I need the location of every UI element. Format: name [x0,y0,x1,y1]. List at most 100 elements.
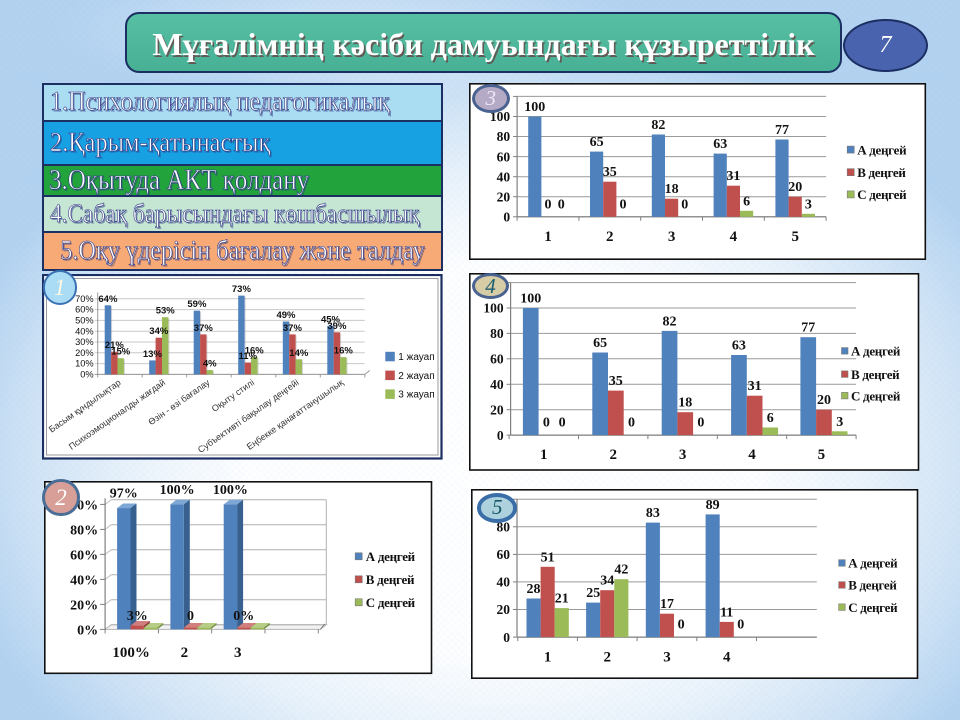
svg-text:60: 60 [497,149,511,164]
svg-text:5: 5 [818,447,826,463]
svg-text:0: 0 [682,197,689,212]
svg-text:65: 65 [593,336,607,351]
svg-text:14%: 14% [289,348,309,359]
svg-text:40%: 40% [70,574,98,589]
svg-text:77: 77 [775,123,789,138]
svg-text:0: 0 [504,210,511,225]
svg-text:4: 4 [730,229,738,245]
svg-text:4: 4 [749,447,757,463]
svg-text:31: 31 [727,169,741,184]
svg-text:0: 0 [503,630,510,645]
svg-text:100: 100 [484,300,505,315]
svg-text:3%: 3% [126,609,147,624]
svg-text:53%: 53% [155,306,175,317]
svg-text:2 жауап: 2 жауап [398,371,434,382]
svg-text:11: 11 [720,606,733,621]
svg-text:А деңгей: А деңгей [365,549,415,564]
svg-text:1 жауап: 1 жауап [398,352,434,363]
svg-text:60%: 60% [70,549,98,564]
svg-text:0: 0 [187,609,194,624]
svg-text:45%: 45% [321,314,341,325]
svg-text:3: 3 [837,415,844,430]
svg-text:37%: 37% [283,323,303,334]
svg-text:82: 82 [663,314,677,329]
svg-text:0: 0 [628,415,635,430]
svg-text:4: 4 [723,650,731,666]
svg-text:35: 35 [609,374,623,389]
svg-text:В деңгей: В деңгей [848,578,897,593]
svg-text:21%: 21% [104,340,124,351]
svg-text:3: 3 [805,197,812,212]
svg-text:0: 0 [497,428,504,443]
svg-text:100: 100 [521,291,542,306]
svg-text:2: 2 [180,645,188,661]
svg-text:34%: 34% [149,326,169,337]
svg-text:20: 20 [490,402,504,417]
svg-text:0%: 0% [233,609,254,624]
svg-text:15%: 15% [111,347,131,358]
svg-text:17: 17 [660,597,674,612]
svg-text:20: 20 [789,180,803,195]
svg-text:2: 2 [610,447,618,463]
svg-text:6: 6 [767,411,774,426]
svg-text:63: 63 [732,338,746,353]
svg-text:34: 34 [600,574,614,589]
svg-text:83: 83 [646,506,660,521]
svg-text:4%: 4% [203,359,217,370]
svg-text:0: 0 [737,618,744,633]
svg-text:60%: 60% [75,305,94,315]
svg-text:73%: 73% [232,284,252,295]
svg-text:0: 0 [543,415,550,430]
svg-text:0%: 0% [77,624,98,639]
svg-text:0: 0 [678,618,685,633]
svg-text:16%: 16% [244,346,264,357]
svg-text:100%: 100% [213,483,248,498]
svg-text:39%: 39% [327,321,347,332]
svg-text:64%: 64% [98,294,118,305]
svg-text:С деңгей: С деңгей [851,388,901,403]
svg-text:97%: 97% [109,487,137,502]
svg-text:100%: 100% [159,483,194,498]
svg-text:2: 2 [606,229,614,245]
svg-text:10%: 10% [75,359,94,369]
svg-text:С деңгей: С деңгей [848,600,898,615]
svg-text:42: 42 [614,563,628,578]
svg-text:28: 28 [527,582,541,597]
svg-text:100: 100 [490,109,511,124]
svg-text:В деңгей: В деңгей [858,165,907,180]
svg-text:80%: 80% [70,524,98,539]
svg-text:63: 63 [714,137,728,152]
svg-text:20%: 20% [75,348,94,358]
svg-text:49%: 49% [276,310,296,321]
svg-text:40: 40 [497,169,511,184]
svg-text:60: 60 [490,351,504,366]
svg-text:20: 20 [497,602,511,617]
svg-text:35: 35 [603,165,617,180]
svg-text:3: 3 [234,645,242,661]
svg-text:100%: 100% [112,645,150,661]
svg-text:40: 40 [490,377,504,392]
svg-text:0: 0 [558,197,565,212]
svg-text:0: 0 [620,197,627,212]
svg-text:А деңгей: А деңгей [858,142,908,157]
svg-text:11%: 11% [238,351,257,362]
svg-text:С деңгей: С деңгей [365,595,415,610]
svg-text:С деңгей: С деңгей [858,187,908,202]
svg-text:50%: 50% [75,316,94,326]
svg-text:60: 60 [497,547,511,562]
svg-text:20: 20 [497,190,511,205]
svg-text:51: 51 [541,551,555,566]
svg-text:37%: 37% [193,323,213,334]
svg-text:40%: 40% [75,326,94,336]
svg-text:6: 6 [743,194,750,209]
svg-text:40: 40 [497,575,511,590]
svg-text:65: 65 [590,135,604,150]
svg-text:0%: 0% [80,370,93,380]
svg-text:89: 89 [706,498,720,513]
svg-text:3 жауап: 3 жауап [398,390,434,401]
svg-text:20: 20 [817,393,831,408]
svg-text:А деңгей: А деңгей [851,343,901,358]
svg-text:18: 18 [679,395,693,410]
svg-text:3: 3 [679,447,687,463]
svg-text:82: 82 [652,118,666,133]
